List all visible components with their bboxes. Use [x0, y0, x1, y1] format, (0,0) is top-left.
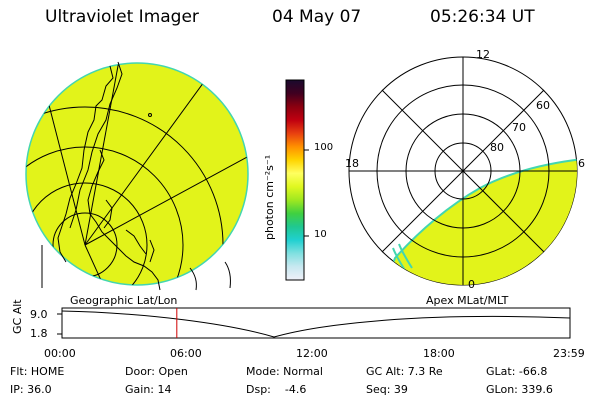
mlt-label-18: 18 — [345, 157, 359, 170]
mlat-label-80: 80 — [490, 141, 504, 154]
colorbar — [285, 79, 309, 281]
colorbar-tick-label-100: 100 — [314, 142, 334, 153]
geographic-image — [25, 61, 249, 291]
geo-panel-label: Geographic Lat/Lon — [70, 294, 178, 307]
mlt-label-12: 12 — [476, 48, 490, 61]
time-label: 05:26:34 UT — [430, 7, 535, 27]
mlt-label-0: 0 — [468, 278, 475, 291]
orbit-ytick-label-9: 9.0 — [30, 308, 48, 321]
status-glon: GLon: 339.6 — [486, 383, 553, 396]
orbit-xtick-1200: 12:00 — [296, 347, 328, 360]
status-glat: GLat: -66.8 — [486, 365, 548, 378]
polar-plot — [348, 56, 578, 286]
orbit-xtick-0600: 06:00 — [170, 347, 202, 360]
orbit-frame — [61, 307, 571, 339]
mlt-label-6: 6 — [578, 157, 585, 170]
orbit-ytick-label-1-8: 1.8 — [30, 327, 48, 340]
status-gain: Gain: 14 — [125, 383, 172, 396]
mlat-label-60: 60 — [536, 99, 550, 112]
instrument-title: Ultraviolet Imager — [45, 7, 199, 27]
orbit-axis-label: GC Alt — [11, 299, 24, 334]
colorbar-unit-label: photon cm⁻²s⁻¹ — [263, 154, 276, 240]
orbit-xtick-1800: 18:00 — [423, 347, 455, 360]
orbit-plot — [57, 307, 571, 339]
geo-grid-outer — [41, 245, 231, 291]
mlat-label-70: 70 — [512, 121, 526, 134]
orbit-xtick-2359: 23:59 — [553, 347, 585, 360]
status-mode: Mode: Normal — [246, 365, 323, 378]
status-flight: Flt: HOME — [10, 365, 65, 378]
date-label: 04 May 07 — [272, 7, 362, 27]
colorbar-bar — [285, 79, 305, 281]
status-ip: IP: 36.0 — [10, 383, 52, 396]
status-gc-alt: GC Alt: 7.3 Re — [366, 365, 443, 378]
orbit-altitude-curve — [61, 310, 571, 338]
geo-coastline — [57, 61, 161, 291]
polar-grid — [349, 57, 577, 285]
colorbar-tick-label-10: 10 — [314, 229, 327, 240]
status-seq: Seq: 39 — [366, 383, 408, 396]
status-dsp: Dsp: -4.6 — [246, 383, 307, 396]
orbit-xtick-0000: 00:00 — [44, 347, 76, 360]
polar-panel-label: Apex MLat/MLT — [426, 294, 509, 307]
status-door: Door: Open — [125, 365, 188, 378]
